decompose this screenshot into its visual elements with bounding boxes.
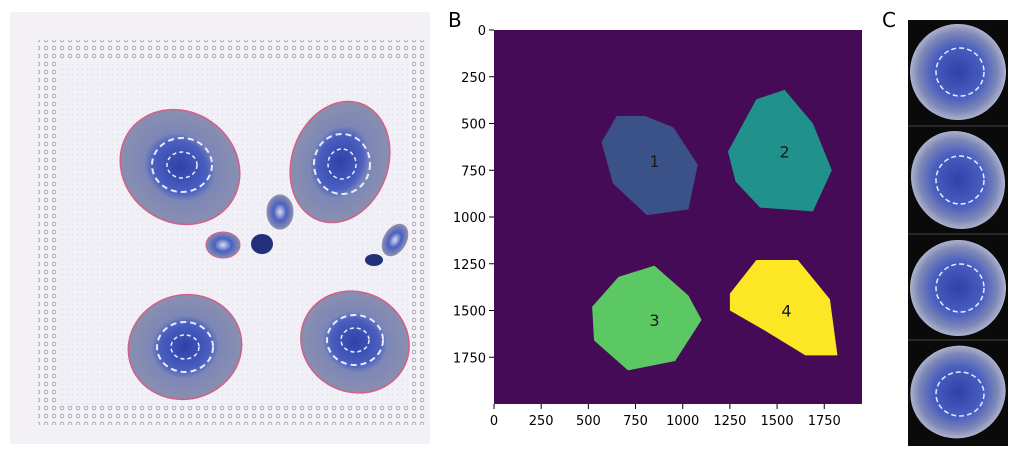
tissue-section-bottom-left — [127, 293, 243, 401]
tissue-section-top-right — [289, 100, 391, 224]
y-tick-label: 0 — [478, 24, 486, 39]
panel-b-letter: B — [448, 8, 462, 32]
crop-1 — [910, 24, 1006, 120]
region-4 — [729, 260, 838, 356]
x-tick-label: 750 — [623, 414, 648, 429]
y-tick-label: 250 — [461, 71, 486, 86]
x-tick-label: 1500 — [761, 414, 794, 429]
slide-image-svg — [10, 12, 430, 444]
x-tick-label: 1250 — [713, 414, 746, 429]
y-tick-label: 1250 — [453, 258, 486, 273]
y-tick-label: 1500 — [453, 305, 486, 320]
segmentation-chart: 1 2 3 4 0 250 500 750 1000 1250 1500 1750 0 250 500 7… — [453, 24, 862, 429]
region-2 — [728, 89, 832, 212]
panel-a-slide-image — [10, 12, 430, 444]
region-1 — [601, 116, 698, 216]
region-label-1: 1 — [649, 152, 659, 171]
crop-3 — [910, 240, 1006, 336]
x-tick-label: 1000 — [666, 414, 699, 429]
panel-b-segmentation-plot: 1 2 3 4 0 250 500 750 1000 1250 1500 1750 0 250 500 7… — [440, 10, 870, 455]
x-tick-label: 1750 — [808, 414, 841, 429]
region-label-4: 4 — [781, 302, 791, 321]
tissue-section-top-left — [119, 108, 241, 226]
y-tick-label: 500 — [461, 118, 486, 133]
crop-4 — [910, 345, 1006, 439]
panel-c-aligned-crops — [880, 10, 1011, 450]
y-tick-label: 1750 — [453, 351, 486, 366]
region-label-2: 2 — [780, 143, 790, 162]
tissue-section-bottom-right — [300, 290, 410, 394]
x-tick-label: 500 — [576, 414, 601, 429]
x-tick-label: 0 — [490, 414, 498, 429]
y-tick-label: 1000 — [453, 211, 486, 226]
panel-c-letter: C — [882, 8, 896, 32]
region-3 — [592, 265, 702, 371]
y-tick-label: 750 — [461, 164, 486, 179]
region-label-3: 3 — [649, 311, 659, 330]
x-tick-label: 250 — [529, 414, 554, 429]
aligned-crops-svg — [908, 20, 1008, 446]
small-tissue-fragments — [205, 194, 409, 266]
crop-2 — [910, 130, 1006, 230]
